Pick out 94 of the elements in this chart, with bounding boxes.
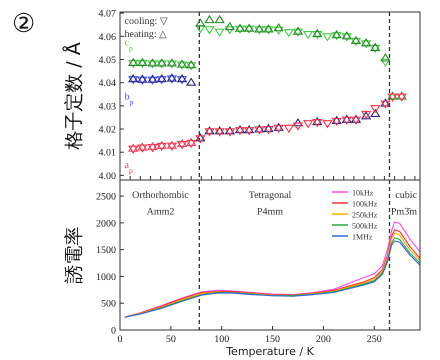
point	[167, 142, 177, 150]
point	[370, 43, 380, 51]
point	[244, 127, 254, 135]
point	[148, 76, 158, 84]
point	[388, 94, 398, 102]
y-tick-label: 4.07	[98, 8, 116, 20]
annotation: Amm2	[146, 206, 174, 218]
y-tick-label: 2500	[96, 192, 116, 203]
point	[274, 23, 284, 32]
x-tick-label: 50	[166, 334, 176, 345]
point	[370, 109, 380, 118]
y-axis-title: 格子定数 / Å	[62, 42, 85, 151]
point	[380, 54, 390, 62]
y-tick-label: 500	[101, 298, 116, 310]
y-tick-label: 2000	[96, 218, 116, 230]
point	[293, 118, 303, 126]
point	[177, 76, 187, 84]
point	[342, 32, 352, 40]
annotation: heating: △	[124, 29, 168, 40]
point	[156, 76, 166, 84]
point	[235, 26, 245, 34]
point	[293, 122, 303, 130]
legend-label: 10kHz	[352, 188, 374, 198]
chart-title: ②	[12, 9, 36, 39]
y-axis-title: 誘電率	[63, 226, 85, 284]
point	[204, 126, 214, 134]
x-axis-title: Temperature / K	[225, 345, 315, 358]
x-tick-label: 100	[214, 334, 230, 345]
point	[264, 24, 274, 32]
point	[312, 119, 322, 127]
point	[274, 26, 284, 35]
point	[293, 28, 303, 36]
legend-label: 100kHz	[352, 200, 378, 208]
point	[196, 18, 206, 27]
point	[196, 134, 206, 142]
point	[214, 15, 224, 24]
annotation: Orthorhombic	[132, 190, 190, 201]
annotation: b$_{p}$	[124, 91, 134, 106]
point	[177, 62, 187, 70]
y-tick-label: 4.06	[98, 32, 116, 43]
point	[204, 26, 214, 34]
point	[186, 138, 196, 146]
annotation: Tetragonal	[248, 190, 292, 201]
legend-label: 250kHz	[352, 210, 378, 220]
point	[244, 26, 254, 34]
y-tick-label: 4.02	[98, 124, 116, 136]
point	[214, 28, 224, 36]
annotation: P4mm	[256, 206, 284, 218]
x-tick-label: 150	[265, 334, 280, 345]
point	[225, 26, 235, 34]
annotation: c$_{p}$	[124, 38, 133, 52]
point	[303, 120, 313, 128]
point	[322, 120, 332, 128]
point	[204, 15, 214, 24]
y-tick-label: 4.00	[98, 170, 116, 182]
point	[303, 30, 313, 39]
point	[128, 76, 138, 84]
point	[284, 29, 294, 37]
point	[274, 123, 284, 131]
point	[361, 38, 371, 46]
point	[214, 126, 224, 134]
point	[177, 141, 187, 149]
annotation: Pm3̄m	[390, 206, 418, 218]
point	[370, 105, 380, 113]
point	[396, 94, 406, 102]
point	[138, 76, 148, 84]
legend-label: 500kHz	[352, 222, 378, 230]
point	[128, 146, 138, 154]
y-tick-label: 0	[111, 326, 116, 336]
point	[225, 22, 235, 30]
legend-label: 1MHz	[352, 232, 373, 242]
point	[225, 126, 235, 134]
point	[148, 144, 158, 152]
x-tick-label: 200	[316, 334, 331, 345]
y-tick-label: 4.03	[98, 101, 116, 112]
point	[380, 58, 390, 67]
point	[235, 127, 245, 135]
y-tick-label: 1000	[96, 272, 116, 283]
y-tick-label: 4.05	[98, 55, 116, 66]
point	[322, 33, 332, 42]
y-tick-label: 4.04	[98, 78, 116, 90]
point	[186, 78, 196, 86]
x-tick-label: 250	[366, 334, 382, 345]
annotation: a$_{p}$	[124, 160, 133, 175]
point	[284, 124, 294, 133]
y-tick-label: 1500	[96, 245, 116, 256]
point	[254, 24, 264, 32]
point	[332, 116, 342, 124]
point	[332, 32, 342, 40]
point	[186, 60, 196, 68]
y-tick-label: 4.01	[98, 148, 116, 159]
annotation: cubic	[395, 190, 418, 201]
annotation: cooling: ▽	[124, 16, 168, 27]
point	[196, 25, 206, 33]
